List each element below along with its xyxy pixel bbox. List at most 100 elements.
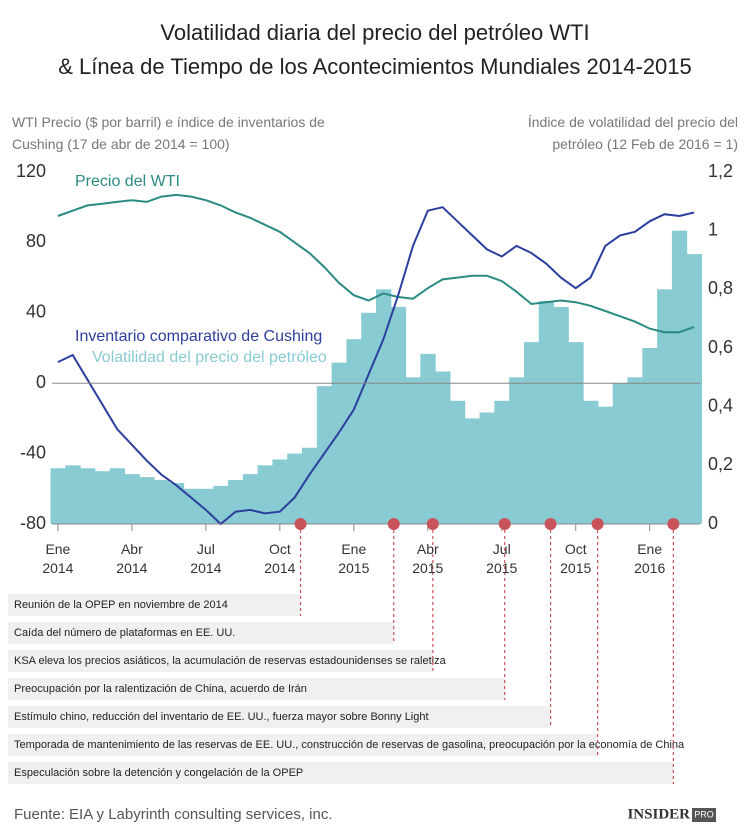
event-marker <box>498 518 511 530</box>
event-label: Estímulo chino, reducción del inventario… <box>14 711 429 723</box>
y-tick-label: 120 <box>16 161 46 181</box>
y-tick-label: -40 <box>20 442 46 462</box>
bar <box>80 468 96 524</box>
x-tick-label: Ene 2014 <box>42 541 74 576</box>
y2-tick-label: 0,8 <box>708 278 733 298</box>
bar <box>65 465 81 524</box>
event-marker <box>387 518 400 530</box>
line <box>57 206 695 526</box>
event-label: Temporada de mantenimiento de las reserv… <box>14 739 685 751</box>
bar <box>686 254 702 524</box>
bar <box>242 474 259 524</box>
plot <box>50 193 702 526</box>
bar <box>124 474 140 524</box>
x-tick-label: Jul 2014 <box>190 541 222 576</box>
y2-tick-label: 0,4 <box>708 395 733 415</box>
y-axis-label: WTI Precio ($ por barril) e índice de in… <box>12 114 325 152</box>
event-row <box>8 678 505 700</box>
bar <box>583 400 599 524</box>
x-tick-label: Ene 2016 <box>634 541 666 576</box>
bar <box>198 488 214 524</box>
event-marker <box>294 518 307 530</box>
event-marker <box>591 518 604 530</box>
bar <box>435 371 451 524</box>
x-tick-label: Jul 2015 <box>486 541 518 576</box>
bar <box>228 480 244 524</box>
bar <box>272 459 288 524</box>
bar <box>331 362 347 524</box>
bar <box>183 488 199 524</box>
series-label: Volatilidad del precio del petróleo <box>92 349 327 366</box>
bar <box>553 306 569 524</box>
y2-axis-label: Índice de volatilidad del precio del pet… <box>527 114 738 152</box>
chart-subtitle: & Línea de Tiempo de los Acontecimientos… <box>58 54 692 79</box>
logo-box <box>692 808 716 822</box>
bar <box>494 400 510 524</box>
x-tick-label: Abr 2015 <box>412 541 444 576</box>
y2-tick-label: 0,6 <box>708 337 733 357</box>
bar <box>671 230 688 524</box>
x-tick-label: Oct 2015 <box>560 541 592 576</box>
bar <box>538 301 555 524</box>
bar <box>464 418 481 524</box>
series-label: Inventario comparativo de Cushing <box>75 328 322 345</box>
event-marker <box>544 518 557 530</box>
event-row <box>8 734 598 756</box>
bar <box>420 353 436 524</box>
y-tick-label: 40 <box>26 302 46 322</box>
bar <box>509 377 525 524</box>
bar <box>479 412 495 524</box>
bar <box>523 342 540 524</box>
bar <box>449 400 466 524</box>
line <box>57 193 695 334</box>
bar <box>361 312 377 524</box>
event-marker <box>667 518 680 530</box>
bar <box>139 477 155 524</box>
bar <box>642 348 658 524</box>
y2-tick-label: 1 <box>708 219 718 239</box>
event-label: Reunión de la OPEP en noviembre de 2014 <box>14 599 228 611</box>
x-tick-label: Abr 2014 <box>116 541 148 576</box>
event-row <box>8 594 301 616</box>
series-label: Precio del WTI <box>75 173 180 190</box>
event-row <box>8 706 551 728</box>
bar <box>568 342 584 524</box>
chart-title: Volatilidad diaria del precio del petról… <box>160 20 589 45</box>
event-row <box>8 650 433 672</box>
bar <box>302 447 318 524</box>
bar <box>627 377 643 524</box>
logo: INSIDER <box>627 806 690 822</box>
y2-tick-label: 0,2 <box>708 454 733 474</box>
bar <box>657 289 673 524</box>
event-marker <box>426 518 439 530</box>
bar <box>109 468 125 524</box>
bar <box>390 306 407 524</box>
bar <box>316 386 333 524</box>
bar <box>168 482 185 524</box>
y-tick-label: -80 <box>20 513 46 533</box>
bar <box>213 485 229 524</box>
y2-tick-label: 0 <box>708 513 718 533</box>
event-label: Caída del número de plataformas en EE. U… <box>14 627 235 639</box>
source: Fuente: EIA y Labyrinth consulting servi… <box>14 806 333 823</box>
event-label: Preocupación por la ralentización de Chi… <box>14 683 307 695</box>
bar <box>257 465 273 524</box>
x-tick-label: Ene 2015 <box>338 541 370 576</box>
bar <box>612 383 629 524</box>
y2-tick-label: 1,2 <box>708 161 733 181</box>
event-row <box>8 622 394 644</box>
x-tick-label: Oct 2014 <box>264 541 296 576</box>
bar <box>154 480 170 524</box>
event-row <box>8 762 674 784</box>
bar <box>94 471 111 524</box>
y-tick-label: 0 <box>36 372 46 392</box>
bar <box>597 406 614 524</box>
bar <box>287 453 303 524</box>
bar <box>405 377 421 524</box>
event-label: Especulación sobre la detención y congel… <box>14 767 303 779</box>
bar <box>50 468 66 524</box>
logo-suffix: PRO <box>694 809 714 819</box>
y-tick-label: 80 <box>26 231 46 251</box>
